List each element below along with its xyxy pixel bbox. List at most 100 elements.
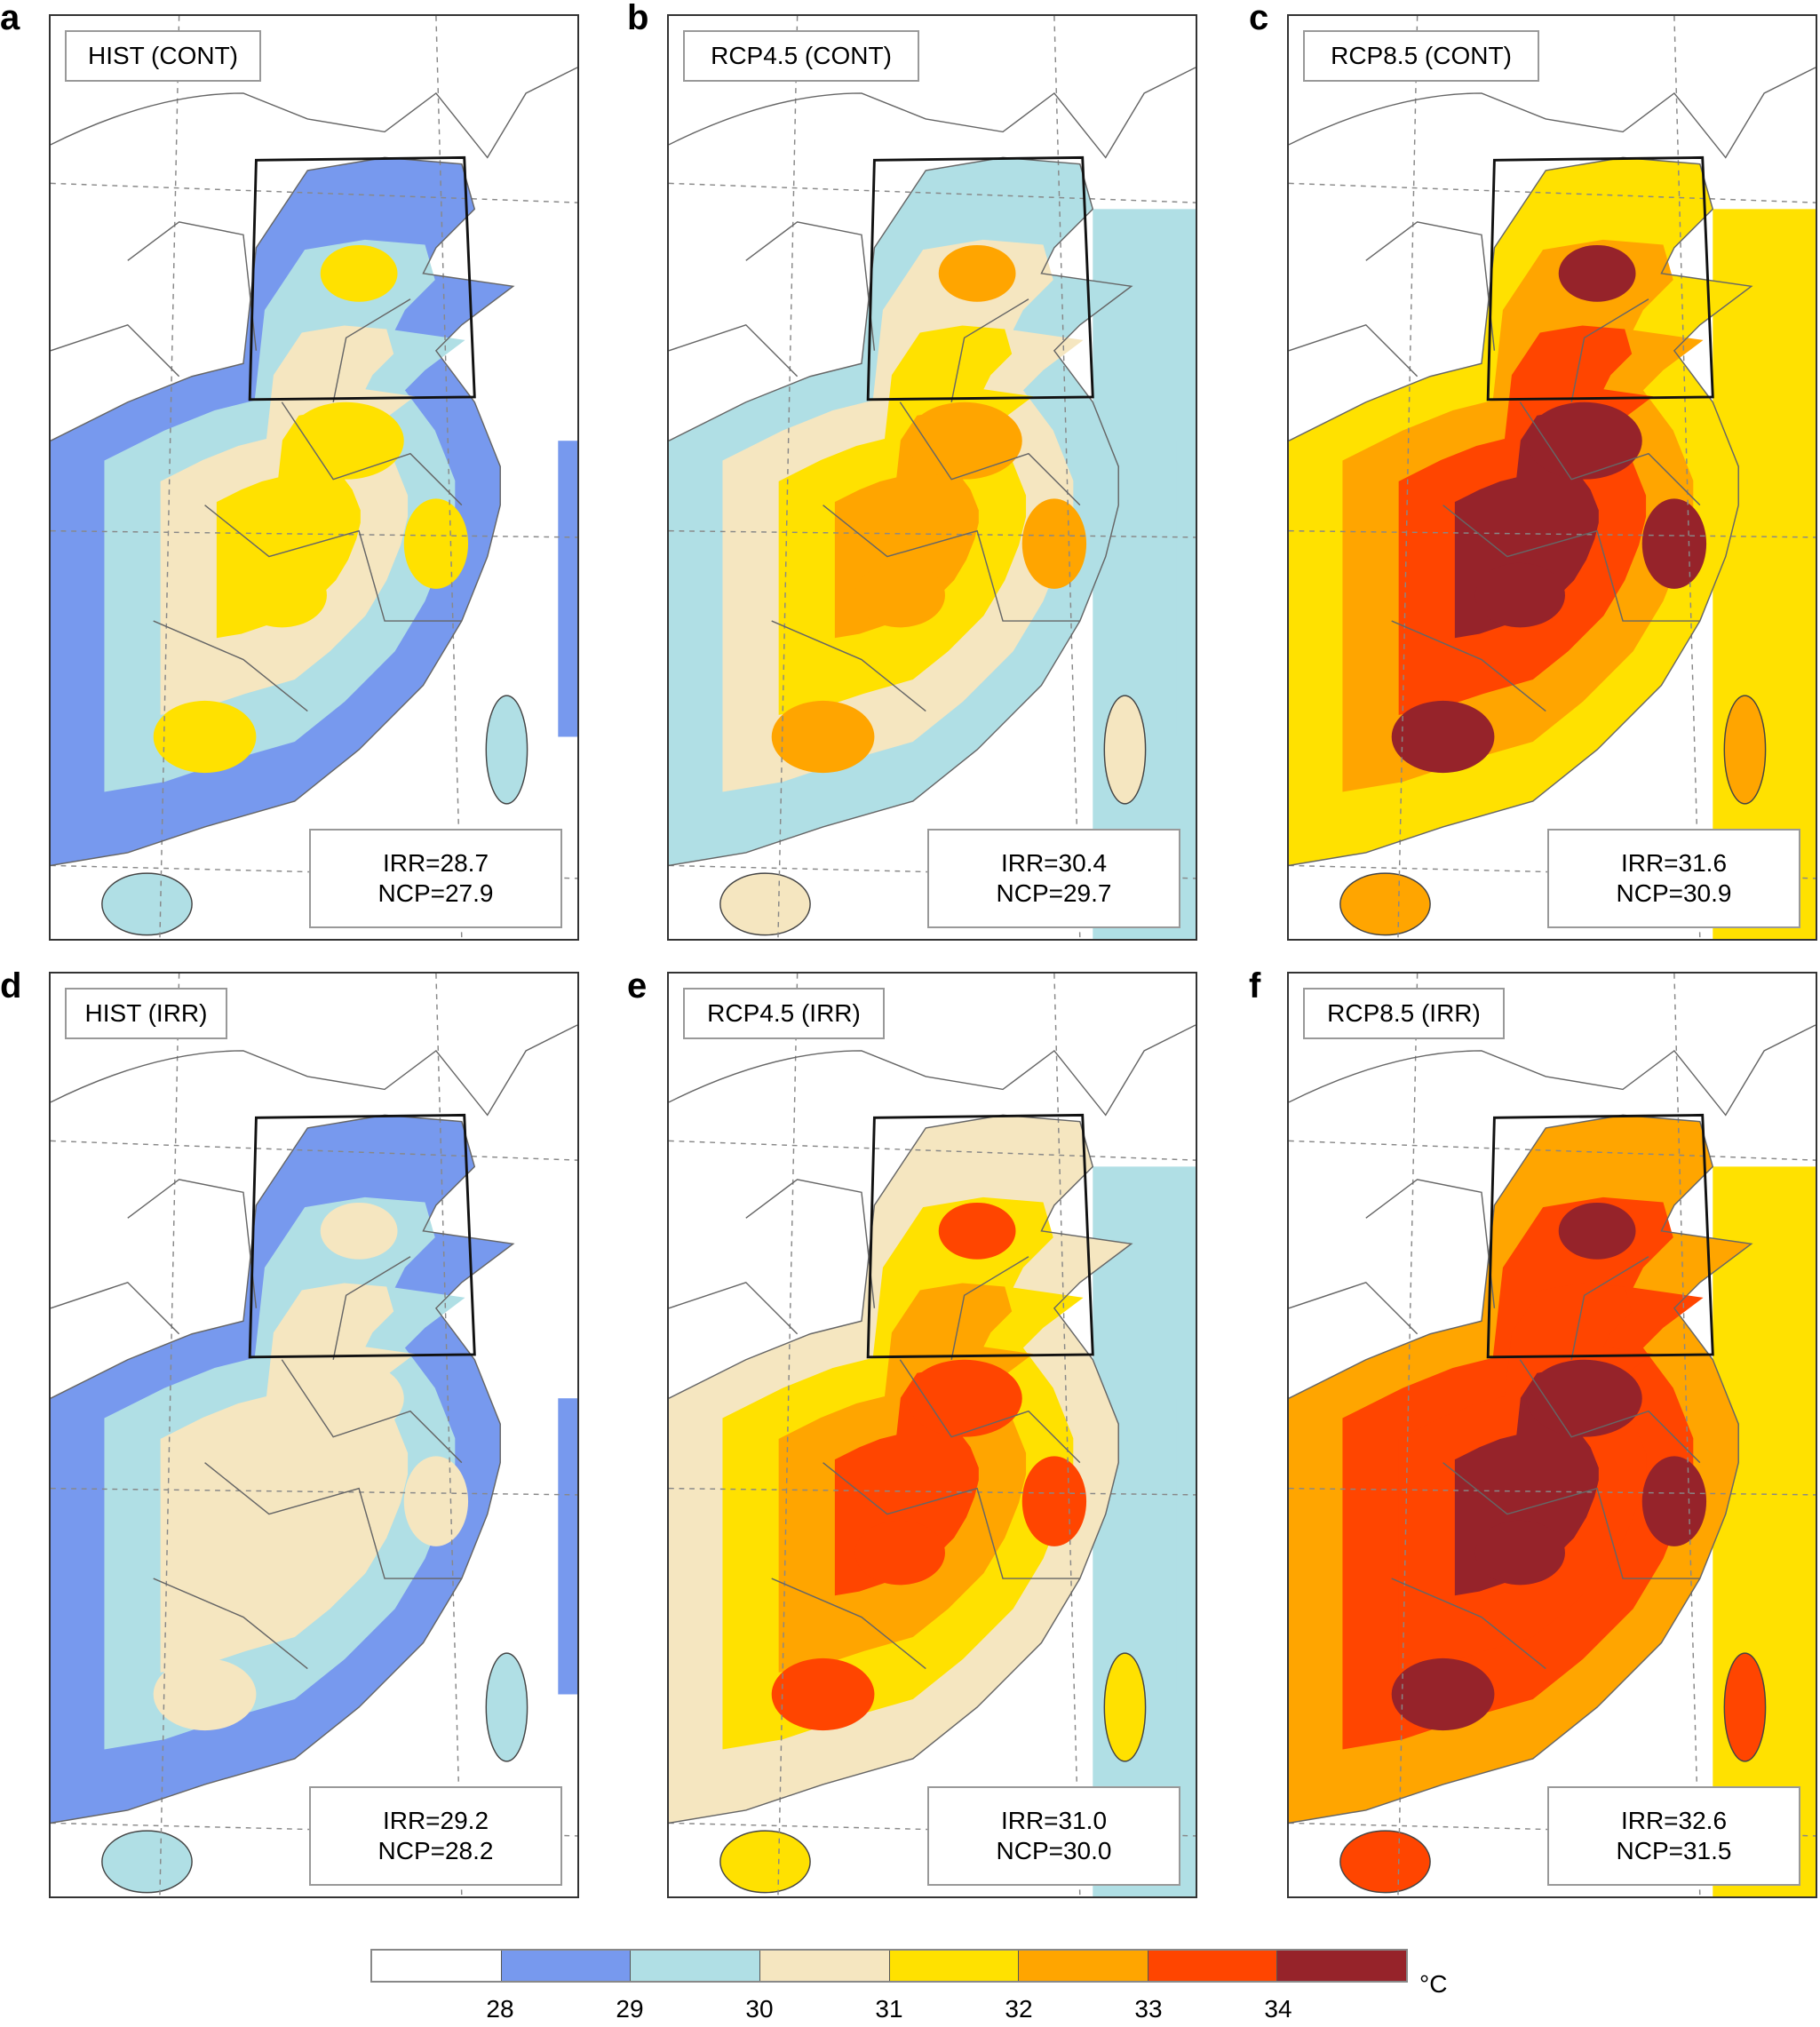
province-boundaries: [1289, 67, 1816, 867]
hainan: [1339, 1830, 1431, 1894]
temperature-patch: [153, 1657, 257, 1731]
temperature-patch: [1391, 700, 1495, 774]
hainan: [1339, 872, 1431, 936]
scenario-label: RCP4.5 (IRR): [683, 988, 885, 1039]
mean-values-box: IRR=29.2 NCP=28.2: [309, 1786, 562, 1886]
ncp-region-box: [1486, 155, 1714, 401]
map-panel: RCP4.5 (CONT) IRR=30.4 NCP=29.7: [667, 14, 1197, 941]
province-boundaries: [1289, 1024, 1816, 1824]
colorbar-cell: [1148, 1951, 1278, 1981]
scenario-label: RCP8.5 (CONT): [1303, 30, 1539, 82]
temperature-patch: [1474, 1520, 1565, 1586]
map-panel: RCP8.5 (CONT) IRR=31.6 NCP=30.9: [1287, 14, 1817, 941]
temperature-patch: [771, 700, 875, 774]
irr-value: IRR=31.6: [1620, 849, 1728, 877]
ocean-edge: [558, 1398, 577, 1695]
province-boundaries: [669, 1024, 1196, 1824]
hainan: [719, 872, 811, 936]
temperature-patch: [906, 1359, 1022, 1437]
ncp-value: NCP=28.2: [378, 1837, 494, 1864]
scenario-label: RCP8.5 (IRR): [1303, 988, 1505, 1039]
ncp-value: NCP=29.7: [996, 879, 1112, 907]
temperature-patch: [236, 1520, 327, 1586]
hainan: [101, 872, 193, 936]
colorbar-tick-label: 31: [875, 1995, 903, 2023]
temperature-patch: [236, 562, 327, 628]
panel-letter: c: [1249, 0, 1269, 37]
ncp-value: NCP=30.0: [996, 1837, 1112, 1864]
colorbar-cell: [759, 1951, 890, 1981]
map: [669, 974, 1196, 1896]
taiwan: [1723, 695, 1767, 805]
colorbar-tick-label: 28: [486, 1995, 514, 2023]
ocean-edge: [1176, 1398, 1196, 1695]
map: [51, 974, 577, 1896]
temperature-patch: [854, 562, 945, 628]
temperature-patch: [938, 244, 1016, 302]
mean-values-box: IRR=31.0 NCP=30.0: [927, 1786, 1180, 1886]
irr-value: IRR=29.2: [382, 1807, 489, 1834]
temperature-patch: [1641, 498, 1707, 589]
temperature-patch: [1021, 498, 1087, 589]
ocean-edge: [1796, 441, 1816, 737]
map-panel: HIST (IRR) IRR=29.2 NCP=28.2: [49, 972, 579, 1898]
ncp-value: NCP=31.5: [1616, 1837, 1732, 1864]
mean-values-box: IRR=31.6 NCP=30.9: [1547, 829, 1800, 928]
temperature-patch: [288, 1359, 404, 1437]
map: [1289, 16, 1816, 939]
scenario-label: HIST (IRR): [65, 988, 227, 1039]
map: [1289, 974, 1816, 1896]
map-panel: RCP4.5 (IRR) IRR=31.0 NCP=30.0: [667, 972, 1197, 1898]
colorbar-tick-label: 34: [1264, 1995, 1292, 2023]
temperature-patch: [1021, 1456, 1087, 1546]
ncp-region-box: [866, 1113, 1094, 1359]
hainan: [719, 1830, 811, 1894]
temperature-patch: [854, 1520, 945, 1586]
colorbar-cell: [889, 1951, 1020, 1981]
ncp-value: NCP=27.9: [378, 879, 494, 907]
temperature-patch: [1641, 1456, 1707, 1546]
map-panel: RCP8.5 (IRR) IRR=32.6 NCP=31.5: [1287, 972, 1817, 1898]
province-boundaries: [51, 1024, 577, 1824]
colorbar-tick-label: 32: [1005, 1995, 1033, 2023]
temperature-patch: [1558, 1202, 1636, 1260]
temperature-patch: [403, 498, 469, 589]
taiwan: [1103, 1652, 1147, 1762]
panel-letter: a: [0, 0, 20, 37]
irr-value: IRR=32.6: [1620, 1807, 1728, 1834]
map: [669, 16, 1196, 939]
ncp-region-box: [866, 155, 1094, 401]
temperature-patch: [1391, 1657, 1495, 1731]
taiwan: [1723, 1652, 1767, 1762]
taiwan: [485, 695, 529, 805]
temperature-patch: [906, 401, 1022, 480]
irr-value: IRR=31.0: [1000, 1807, 1108, 1834]
panel-letter: f: [1249, 966, 1261, 1006]
hainan: [101, 1830, 193, 1894]
colorbar-tick-label: 33: [1134, 1995, 1163, 2023]
ncp-region-box: [1486, 1113, 1714, 1359]
ncp-value: NCP=30.9: [1616, 879, 1732, 907]
irr-value: IRR=30.4: [1000, 849, 1108, 877]
mean-values-box: IRR=32.6 NCP=31.5: [1547, 1786, 1800, 1886]
map-panel: HIST (CONT) IRR=28.7 NCP=27.9: [49, 14, 579, 941]
ocean-edge: [558, 441, 577, 737]
map: [51, 16, 577, 939]
ocean-edge: [1176, 441, 1196, 737]
temperature-patch: [1526, 401, 1642, 480]
province-boundaries: [51, 67, 577, 867]
colorbar-cell: [631, 1951, 760, 1981]
colorbar-cell: [372, 1951, 502, 1981]
taiwan: [1103, 695, 1147, 805]
ocean-edge: [1796, 1398, 1816, 1695]
temperature-patch: [1558, 244, 1636, 302]
temperature-patch: [320, 244, 398, 302]
colorbar-cell: [1277, 1951, 1406, 1981]
colorbar: [370, 1949, 1408, 1983]
colorbar-cell: [501, 1951, 632, 1981]
panel-letter: b: [627, 0, 649, 37]
temperature-patch: [771, 1657, 875, 1731]
temperature-patch: [403, 1456, 469, 1546]
mean-values-box: IRR=30.4 NCP=29.7: [927, 829, 1180, 928]
colorbar-tick-label: 30: [745, 1995, 774, 2023]
